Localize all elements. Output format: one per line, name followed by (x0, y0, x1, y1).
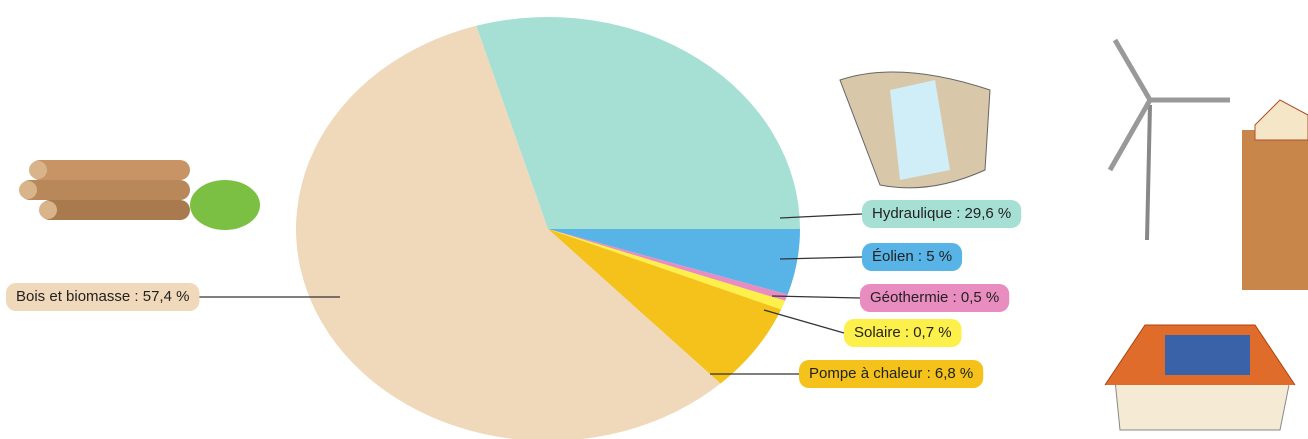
label-badge (844, 319, 962, 347)
leader-line (779, 213, 863, 219)
label-badge (799, 360, 984, 388)
pie-slice (296, 25, 721, 439)
slice-label: Hydraulique : 29,6 % (872, 205, 1011, 222)
leader-line (763, 309, 845, 334)
wood-illustration (19, 160, 260, 230)
pie-slice (548, 229, 800, 295)
label-badge (862, 200, 1022, 228)
pie-slice (476, 16, 800, 229)
house-illustration (1104, 324, 1296, 431)
slice-label: Solaire : 0,7 % (854, 324, 952, 341)
leader-line (771, 295, 861, 299)
pie-slice (548, 229, 788, 301)
slice-label: Géothermie : 0,5 % (870, 289, 999, 306)
pie (296, 16, 800, 439)
leader-line (779, 256, 863, 260)
slice-label: Bois et biomasse : 57,4 % (16, 288, 189, 305)
geothermal-illustration (1242, 99, 1308, 290)
label-badge (862, 243, 963, 271)
dam-illustration (839, 71, 991, 189)
wind-turbine-illustration (1107, 38, 1230, 241)
label-badge (6, 283, 200, 311)
pie-slice (548, 229, 782, 384)
slice-label: Pompe à chaleur : 6,8 % (809, 365, 973, 382)
pie-slice (548, 229, 786, 310)
label-badge (860, 284, 1010, 312)
slice-label: Éolien : 5 % (872, 248, 952, 265)
